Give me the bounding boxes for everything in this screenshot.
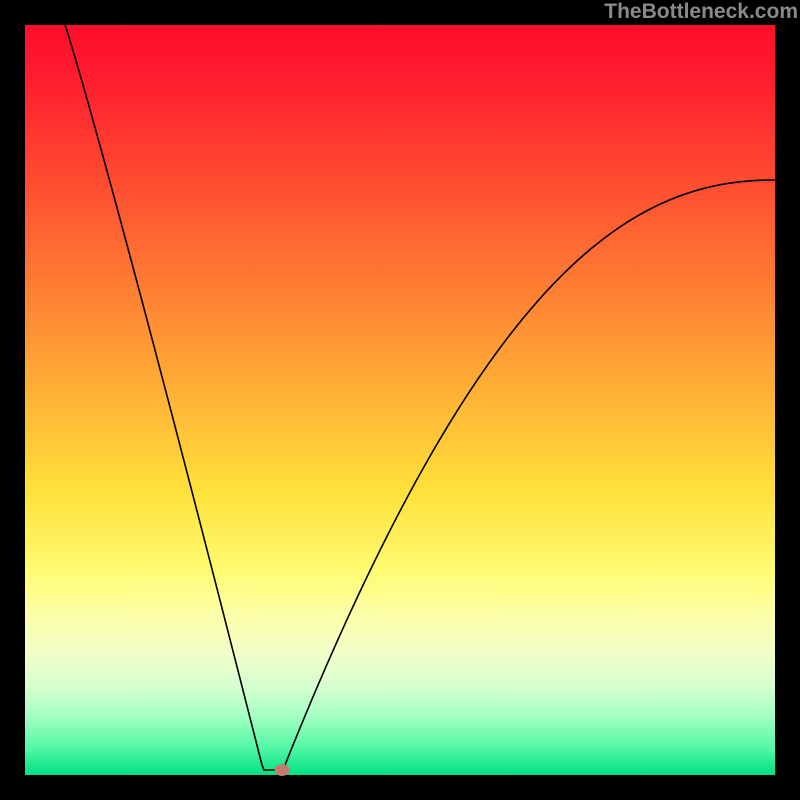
chart-canvas [0, 0, 800, 800]
bottleneck-chart: TheBottleneck.com [0, 0, 800, 800]
gradient-plot-area [25, 25, 775, 775]
watermark-text: TheBottleneck.com [604, 0, 798, 24]
optimal-point-marker [275, 765, 289, 776]
